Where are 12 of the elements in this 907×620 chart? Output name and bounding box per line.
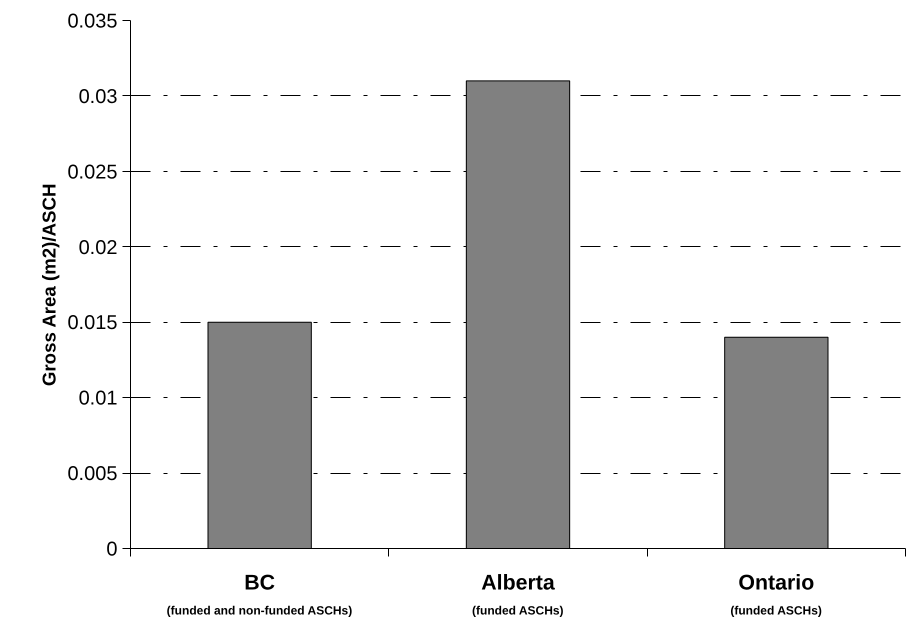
y-axis-title: Gross Area (m2)/ASCH [38, 184, 60, 386]
y-tick-label: 0.02 [78, 236, 118, 259]
y-tick-label: 0.035 [67, 10, 118, 32]
y-tick-label: 0.005 [67, 463, 118, 486]
y-tick-label: 0.015 [67, 312, 118, 334]
category-label: BC (funded and non-funded ASCHs) [166, 570, 352, 618]
y-tick-label: 0 [106, 538, 118, 560]
y-tick-label: 0.01 [78, 388, 118, 410]
category-label: Ontario (funded ASCHs) [730, 570, 822, 618]
category-label: Alberta (funded ASCHs) [472, 570, 564, 618]
y-tick-label: 0.03 [78, 86, 118, 108]
y-tick-label: 0.025 [67, 161, 118, 184]
